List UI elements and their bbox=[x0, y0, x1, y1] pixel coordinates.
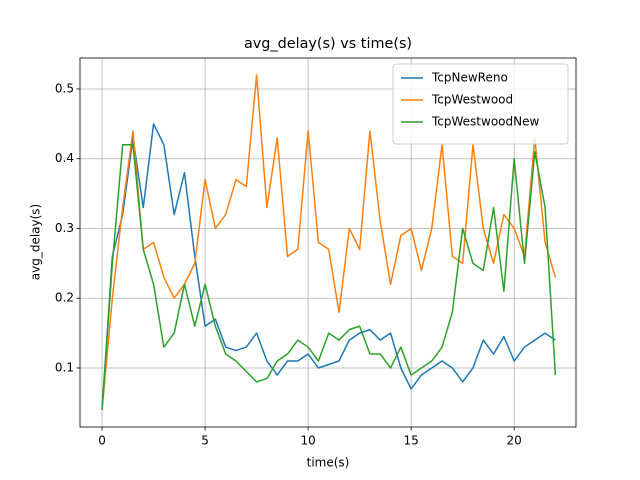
chart-title: avg_delay(s) vs time(s) bbox=[244, 36, 412, 52]
y-axis-label: avg_delay(s) bbox=[29, 204, 43, 280]
legend-label: TcpWestwoodNew bbox=[431, 115, 539, 129]
x-tick-label: 15 bbox=[404, 434, 419, 448]
y-tick-label: 0.2 bbox=[55, 291, 74, 305]
axes-frame bbox=[79, 57, 577, 428]
legend: TcpNewReno TcpWestwood TcpWestwoodNew bbox=[392, 63, 569, 145]
legend-label: TcpWestwood bbox=[431, 93, 513, 107]
series-line bbox=[101, 144, 557, 410]
series-line bbox=[101, 123, 556, 410]
x-tick-label: 20 bbox=[507, 434, 522, 448]
x-tick-label: 0 bbox=[98, 434, 106, 448]
legend-box bbox=[392, 63, 569, 145]
y-tick-label: 0.3 bbox=[55, 221, 74, 235]
y-tick-label: 0.1 bbox=[55, 360, 74, 374]
x-tick-label: 5 bbox=[201, 434, 209, 448]
series-line bbox=[101, 74, 557, 410]
legend-label: TcpNewReno bbox=[431, 71, 508, 85]
x-axis-label: time(s) bbox=[307, 456, 350, 470]
y-tick-label: 0.4 bbox=[55, 151, 74, 165]
y-tick-label: 0.5 bbox=[55, 81, 74, 95]
x-tick-label: 10 bbox=[300, 434, 315, 448]
